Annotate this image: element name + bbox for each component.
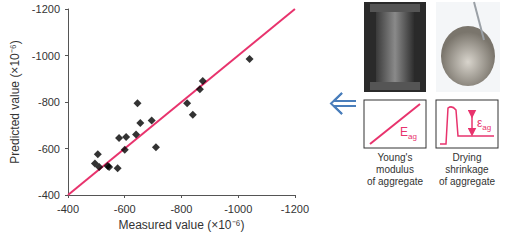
svg-text:-1200: -1200: [281, 203, 309, 215]
svg-text:Measured value (×10⁻⁶): Measured value (×10⁻⁶): [118, 218, 244, 232]
svg-text:Drying: Drying: [453, 152, 482, 163]
svg-text:-1000: -1000: [224, 203, 252, 215]
svg-text:-1000: -1000: [32, 50, 60, 62]
svg-text:Young's: Young's: [378, 152, 413, 163]
svg-text:εag: εag: [477, 116, 491, 132]
svg-text:-800: -800: [170, 203, 192, 215]
svg-text:-800: -800: [38, 96, 60, 108]
svg-text:of aggregate: of aggregate: [367, 176, 424, 187]
svg-text:Eag: Eag: [400, 125, 417, 141]
svg-text:modulus: modulus: [376, 164, 414, 175]
svg-text:Predicted value (×10⁻⁶): Predicted value (×10⁻⁶): [8, 40, 22, 163]
svg-text:-1200: -1200: [32, 3, 60, 15]
svg-text:of aggregate: of aggregate: [439, 176, 496, 187]
svg-text:-400: -400: [57, 203, 79, 215]
svg-text:-600: -600: [38, 143, 60, 155]
svg-text:-600: -600: [114, 203, 136, 215]
svg-text:shrinkage: shrinkage: [445, 164, 489, 175]
svg-text:-400: -400: [38, 189, 60, 201]
